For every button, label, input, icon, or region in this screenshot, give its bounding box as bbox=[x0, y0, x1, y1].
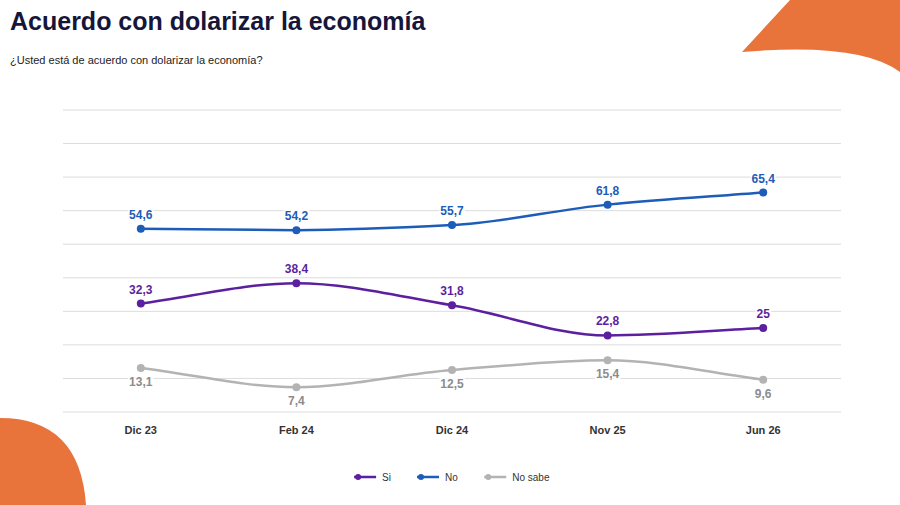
point bbox=[448, 221, 456, 229]
grid-line bbox=[63, 143, 841, 144]
label-ground bbox=[284, 262, 310, 276]
tick-label: Nov 25 bbox=[590, 424, 626, 436]
decoration bbox=[0, 418, 86, 505]
point bbox=[292, 279, 300, 287]
point bbox=[604, 201, 612, 209]
legend-marker bbox=[418, 474, 424, 480]
point bbox=[137, 364, 145, 372]
tick-label: Dic 24 bbox=[436, 424, 469, 436]
data-label: 31,8 bbox=[440, 284, 464, 298]
label-ground bbox=[287, 394, 306, 408]
subtitle: ¿Usted está de acuerdo con dolarizar la … bbox=[10, 54, 263, 66]
point bbox=[759, 376, 767, 384]
point bbox=[759, 189, 767, 197]
legend-marker bbox=[485, 474, 491, 480]
label-ground bbox=[128, 208, 154, 222]
data-label: 54,6 bbox=[129, 208, 153, 222]
chart: Acuerdo con dolarizar la economía ¿Usted … bbox=[0, 0, 900, 505]
legend: Si No No sabe bbox=[354, 472, 550, 483]
data-label: 7,4 bbox=[288, 394, 305, 408]
data-label: 32,3 bbox=[129, 283, 153, 297]
data-label: 22,8 bbox=[596, 314, 620, 328]
data-label: 25 bbox=[757, 307, 771, 321]
label-ground bbox=[751, 172, 777, 186]
label-ground bbox=[128, 283, 154, 297]
point bbox=[604, 331, 612, 339]
point bbox=[604, 356, 612, 364]
data-label: 12,5 bbox=[440, 377, 464, 391]
grid-line bbox=[63, 311, 841, 312]
grid-line bbox=[63, 344, 841, 345]
series-line bbox=[141, 193, 763, 231]
label-ground bbox=[439, 377, 465, 391]
label-ground bbox=[756, 307, 772, 321]
tick-label: Dic 23 bbox=[125, 424, 157, 436]
point bbox=[448, 366, 456, 374]
label-ground bbox=[754, 387, 773, 401]
decoration bbox=[742, 0, 900, 72]
data-label: 9,6 bbox=[755, 387, 772, 401]
point bbox=[448, 301, 456, 309]
legend-item: No sabe bbox=[484, 472, 550, 483]
data-label: 65,4 bbox=[752, 172, 776, 186]
point bbox=[137, 225, 145, 233]
legend-item: Si bbox=[354, 472, 391, 483]
label-ground bbox=[439, 284, 465, 298]
label-ground bbox=[439, 204, 465, 218]
grid-line bbox=[63, 277, 841, 278]
data-label: 61,8 bbox=[596, 184, 620, 198]
grid-line bbox=[63, 412, 841, 413]
series-line bbox=[141, 283, 763, 335]
point bbox=[137, 300, 145, 308]
data-label: 54,2 bbox=[285, 209, 309, 223]
grid-line bbox=[63, 110, 841, 111]
legend-marker bbox=[355, 474, 361, 480]
grid-line bbox=[63, 244, 841, 245]
legend-label: Si bbox=[382, 472, 391, 483]
label-ground bbox=[128, 375, 154, 389]
data-label: 13,1 bbox=[129, 375, 153, 389]
data-labels: 32,3 38,4 31,8 22,8 25 54,6 54,2 55,7 61,8 65,4 13… bbox=[128, 172, 776, 409]
legend-label: No bbox=[445, 472, 458, 483]
data-label: 15,4 bbox=[596, 367, 620, 381]
title: Acuerdo con dolarizar la economía bbox=[10, 7, 426, 35]
grid-line bbox=[63, 177, 841, 178]
label-ground bbox=[595, 184, 621, 198]
point bbox=[759, 324, 767, 332]
legend-item: No bbox=[417, 472, 458, 483]
legend-label: No sabe bbox=[512, 472, 550, 483]
marks bbox=[137, 189, 767, 392]
tick-label: Feb 24 bbox=[279, 424, 315, 436]
label-ground bbox=[595, 314, 621, 328]
data-label: 55,7 bbox=[440, 204, 464, 218]
label-ground bbox=[595, 367, 621, 381]
label-ground bbox=[284, 209, 310, 223]
point bbox=[292, 383, 300, 391]
tick-label: Jun 26 bbox=[746, 424, 781, 436]
data-label: 38,4 bbox=[285, 262, 309, 276]
point bbox=[292, 226, 300, 234]
